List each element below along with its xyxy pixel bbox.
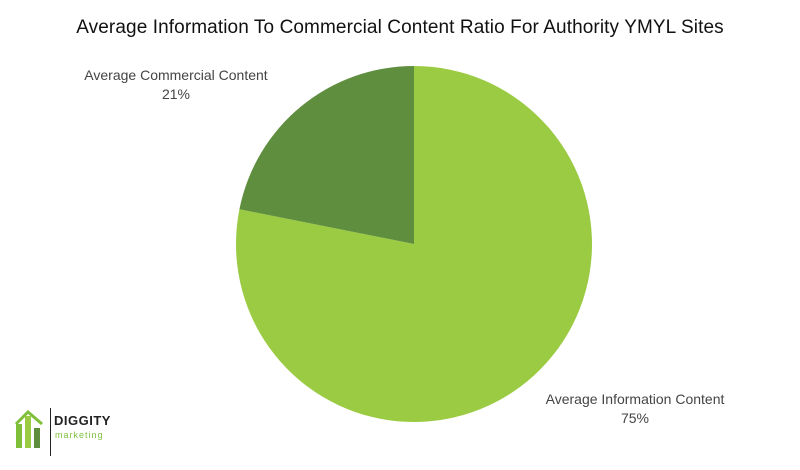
- pie-slice-information: [236, 66, 593, 422]
- commercial-slice-name: Average Commercial Content: [84, 67, 268, 83]
- logo-divider: [50, 408, 51, 456]
- diggity-logo-icon: [14, 410, 43, 448]
- chart-title: Average Information To Commercial Conten…: [76, 17, 724, 38]
- commercial-slice-value: 21%: [161, 86, 191, 102]
- information-slice-name: Average Information Content: [545, 391, 725, 407]
- diggity-logo: DIGGITY marketing: [14, 406, 124, 458]
- logo-wordmark: DIGGITY: [54, 413, 111, 428]
- pie-slice-commercial: [239, 66, 414, 244]
- information-slice-label: Average Information Content 75%: [520, 390, 750, 428]
- information-slice-value: 75%: [620, 410, 650, 426]
- logo-subtext: marketing: [55, 430, 104, 440]
- commercial-slice-label: Average Commercial Content 21%: [56, 66, 296, 104]
